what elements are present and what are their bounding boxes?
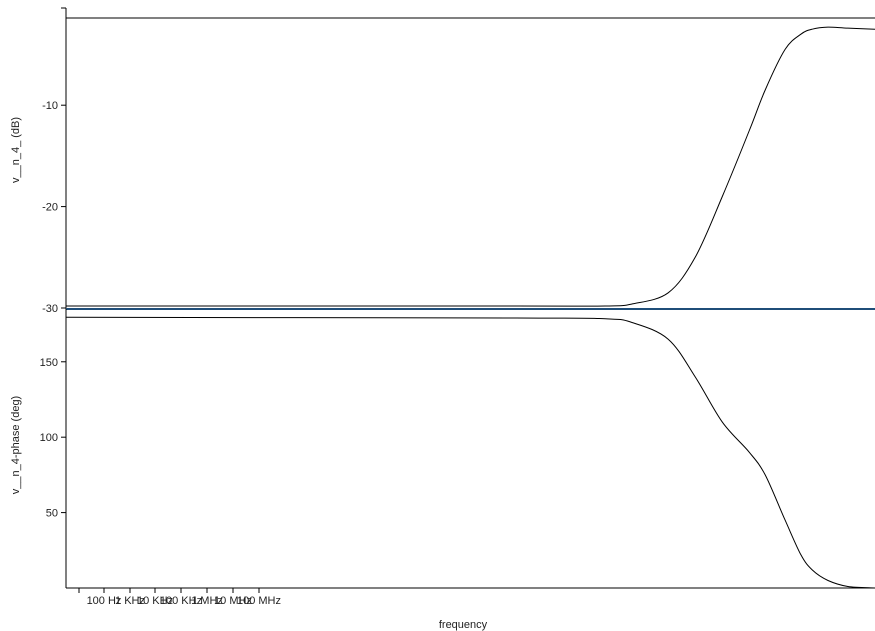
x-tick-label: 10 KHz [137, 595, 173, 607]
magnitude-y-ticks: -10 -20 -30 [42, 100, 66, 315]
x-tick-label: 100 KHz [160, 595, 202, 607]
magnitude-y-tick-label: -10 [42, 100, 58, 112]
x-tick-label: 1 KHz [115, 595, 145, 607]
phase-series-line [65, 316, 875, 589]
phase-y-tick-label: 50 [46, 508, 58, 520]
magnitude-y-tick-label: -30 [42, 303, 58, 315]
magnitude-panel: -10 -20 -30 v__n_4_ (dB) [10, 7, 875, 315]
x-tick-label: 10 MHz [214, 595, 252, 607]
magnitude-y-axis-title: v__n_4_ (dB) [10, 117, 22, 183]
x-tick-label: 1 MHz [191, 595, 223, 607]
magnitude-series-line [66, 26, 875, 307]
magnitude-panel-frame [65, 8, 875, 19]
phase-y-ticks: 150 100 50 [40, 357, 66, 520]
x-axis-title: frequency [439, 619, 488, 631]
phase-y-tick-label: 150 [40, 357, 58, 369]
magnitude-y-tick-label: -20 [42, 202, 58, 214]
x-tick-label: 100 Hz [87, 595, 122, 607]
x-tick-label: 100 MHz [237, 595, 281, 607]
phase-y-tick-label: 100 [40, 432, 58, 444]
phase-y-axis-title: v__n_4-phase (deg) [10, 396, 22, 494]
